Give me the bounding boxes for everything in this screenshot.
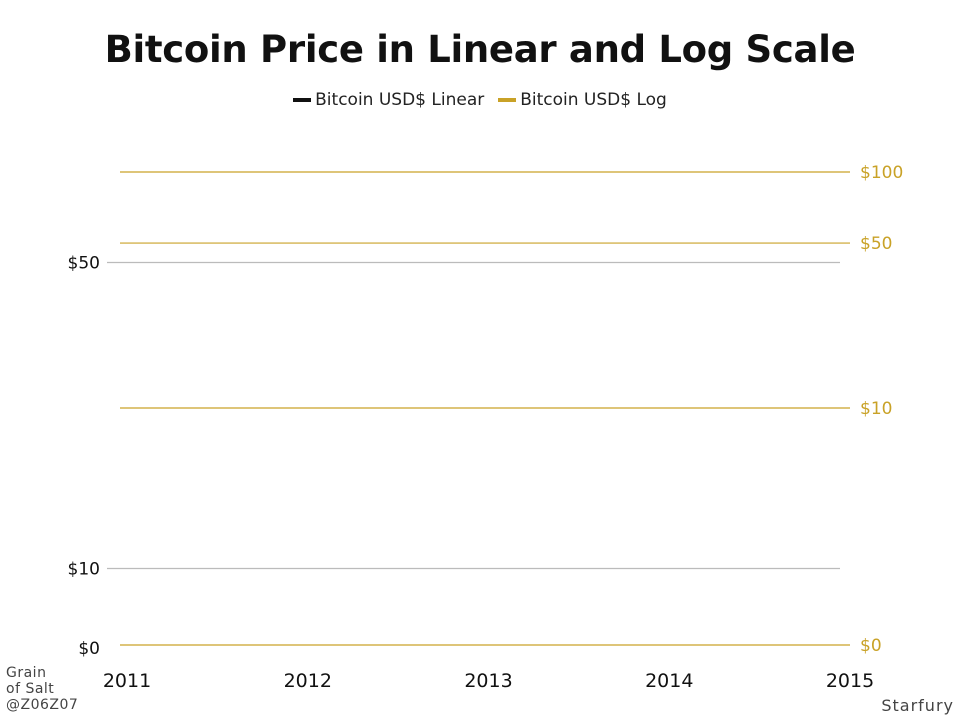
credit-right: Starfury [881, 696, 954, 715]
right-tick-label-1: $10 [860, 399, 892, 419]
x-tick-label-1: 2012 [284, 670, 332, 692]
credit-left-line-1: Grain [6, 665, 47, 681]
left-tick-label-0: $0 [78, 639, 100, 659]
legend-swatch-log [498, 98, 517, 102]
left-tick-label-2: $50 [68, 254, 100, 274]
right-tick-label-0: $0 [860, 636, 882, 656]
x-tick-label-4: 2015 [826, 670, 874, 692]
x-tick-label-3: 2014 [645, 670, 693, 692]
credit-left: Grain of Salt @Z06Z07 [6, 665, 78, 713]
left-tick-label-1: $10 [68, 560, 100, 580]
right-tick-label-2: $50 [860, 234, 892, 254]
credit-left-line-2: of Salt [6, 681, 55, 697]
chart-legend: Bitcoin USD$ Linear Bitcoin USD$ Log [0, 90, 960, 110]
credit-left-line-3: @Z06Z07 [6, 697, 79, 713]
legend-label-log: Bitcoin USD$ Log [520, 90, 667, 110]
x-tick-label-0: 2011 [103, 670, 151, 692]
x-tick-label-2: 2013 [464, 670, 512, 692]
right-tick-label-3: $100 [860, 163, 903, 183]
legend-label-linear: Bitcoin USD$ Linear [315, 90, 485, 110]
legend-swatch-linear [293, 98, 312, 102]
legend-item-log: Bitcoin USD$ Log [498, 90, 667, 110]
legend-item-linear: Bitcoin USD$ Linear [293, 90, 484, 110]
chart-title: Bitcoin Price in Linear and Log Scale [104, 28, 856, 71]
